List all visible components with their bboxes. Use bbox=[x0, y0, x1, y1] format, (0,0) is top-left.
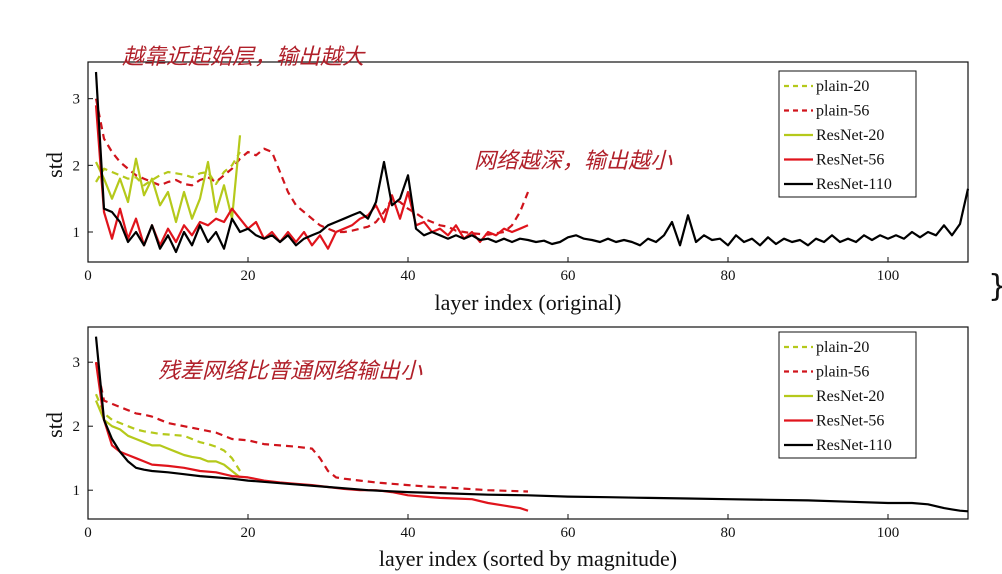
chart-top: 0 20 40 60 80 100 1 2 3 layer index (original) s… bbox=[42, 61, 970, 315]
plot-frame-bottom bbox=[87, 326, 969, 520]
legend-label-resnet-20: ResNet-20 bbox=[816, 127, 884, 144]
x-tick-label: 40 bbox=[401, 268, 416, 284]
y-axis-label-top: std bbox=[42, 152, 67, 178]
x-tick-label: 20 bbox=[241, 525, 256, 541]
series-line-resnet-20 bbox=[94, 400, 241, 479]
series-line-resnet-56 bbox=[94, 105, 529, 250]
series-line-resnet-56 bbox=[94, 362, 529, 512]
legend-label-plain-56: plain-56 bbox=[816, 103, 869, 120]
legend-bottom: plain-20 plain-56 ResNet-20 ResNet-56 ResNet… bbox=[778, 331, 917, 459]
series-line-plain-56 bbox=[94, 98, 530, 236]
brace-mark: } bbox=[988, 269, 1002, 304]
series-line-resnet-20 bbox=[95, 135, 242, 224]
legend-label-resnet-56: ResNet-56 bbox=[816, 413, 884, 430]
x-tick-label: 100 bbox=[877, 525, 900, 541]
y-tick-label: 3 bbox=[73, 355, 81, 371]
plot-frame-top bbox=[87, 61, 969, 263]
legend-label-resnet-110: ResNet-110 bbox=[816, 176, 892, 193]
x-tick-label: 0 bbox=[84, 268, 92, 284]
x-axis-label-top: layer index (original) bbox=[435, 290, 622, 315]
legend-label-plain-20: plain-20 bbox=[816, 78, 869, 95]
series-line-plain-56 bbox=[94, 361, 529, 493]
x-tick-label: 0 bbox=[84, 525, 92, 541]
annotation-bottom: 残差网络比普通网络输出小 bbox=[158, 359, 423, 384]
legend-label-plain-20: plain-20 bbox=[816, 339, 869, 356]
y-axis-label-bottom: std bbox=[42, 412, 67, 438]
x-tick-label: 60 bbox=[561, 268, 576, 284]
series-line-resnet-110 bbox=[94, 336, 969, 513]
legend-label-resnet-20: ResNet-20 bbox=[816, 388, 884, 405]
x-tick-label: 100 bbox=[877, 268, 900, 284]
annotation-top-right: 网络越深，输出越小 bbox=[474, 149, 673, 174]
legend-top: plain-20 plain-56 ResNet-20 ResNet-56 ResNet… bbox=[778, 70, 917, 198]
x-axis-label-bottom: layer index (sorted by magnitude) bbox=[379, 546, 677, 571]
legend-label-plain-56: plain-56 bbox=[816, 364, 869, 381]
legend-label-resnet-56: ResNet-56 bbox=[816, 152, 884, 169]
annotation-top-left: 越靠近起始层，输出越大 bbox=[122, 45, 366, 70]
chart-bottom: 0 20 40 60 80 100 1 2 3 layer index (sorted by m… bbox=[42, 326, 969, 571]
series-line-plain-20 bbox=[94, 393, 241, 472]
x-tick-label: 80 bbox=[721, 525, 736, 541]
y-tick-label: 1 bbox=[73, 225, 81, 241]
y-tick-label: 2 bbox=[73, 419, 81, 435]
x-tick-label: 60 bbox=[561, 525, 576, 541]
y-tick-label: 3 bbox=[73, 92, 81, 108]
legend-label-resnet-110: ResNet-110 bbox=[816, 437, 892, 454]
series-line-plain-20 bbox=[95, 151, 241, 187]
x-tick-label: 80 bbox=[721, 268, 736, 284]
x-tick-label: 20 bbox=[241, 268, 256, 284]
x-tick-label: 40 bbox=[401, 525, 416, 541]
y-tick-label: 1 bbox=[73, 483, 81, 499]
y-tick-label: 2 bbox=[73, 158, 81, 174]
series-line-resnet-110 bbox=[94, 71, 970, 254]
